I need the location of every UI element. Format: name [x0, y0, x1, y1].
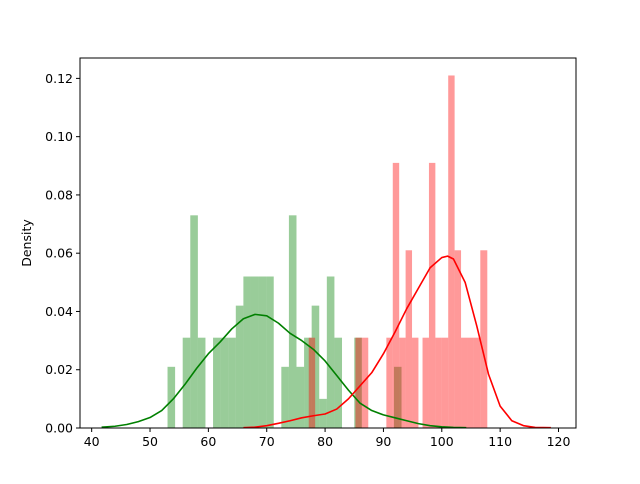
y-tick-label: 0.02 — [45, 362, 73, 377]
histogram-bar-s1-3 — [386, 337, 393, 428]
histogram-bar-s1-9 — [428, 162, 436, 428]
x-tick-label: 90 — [375, 434, 391, 449]
histogram-bar-s0-7 — [235, 305, 244, 428]
x-tick-label: 120 — [547, 434, 571, 449]
histogram-bar-s0-15 — [304, 337, 312, 428]
histogram-bar-s1-5 — [399, 337, 406, 428]
histogram-bars — [167, 75, 488, 428]
histogram-bar-s0-12 — [281, 366, 289, 428]
kde-line-s0 — [101, 313, 467, 429]
histogram-bar-s0-3 — [197, 337, 206, 428]
histogram-bar-s1-8 — [422, 337, 429, 428]
histogram-bar-s0-16 — [311, 305, 320, 428]
y-tick-label: 0.00 — [45, 421, 73, 436]
kde-curves — [101, 255, 551, 429]
x-tick-label: 110 — [488, 434, 512, 449]
histogram-bar-s0-19 — [334, 337, 343, 428]
histogram-bar-s0-17 — [319, 398, 327, 428]
histogram-bar-s1-2 — [361, 337, 369, 428]
x-tick-label: 60 — [200, 434, 216, 449]
x-tick-label: 70 — [259, 434, 275, 449]
histogram-bar-s0-2 — [190, 215, 198, 428]
histogram-bar-s1-10 — [435, 337, 442, 428]
histogram-bar-s1-7 — [412, 337, 419, 428]
histogram-bar-s1-4 — [392, 162, 400, 428]
y-tick-label: 0.06 — [45, 246, 73, 261]
histogram-bar-s1-14 — [461, 337, 468, 428]
y-axis: 0.00 0.02 0.04 0.06 0.08 0.10 0.12 — [45, 71, 80, 436]
kde-line-s1 — [243, 255, 551, 429]
histogram-bar-s1-11 — [441, 337, 449, 428]
x-tick-label: 80 — [317, 434, 333, 449]
y-tick-label: 0.08 — [45, 187, 73, 202]
histogram-bar-s0-0 — [167, 366, 176, 428]
histogram-bar-s0-8 — [243, 276, 251, 428]
histogram-bar-s1-12 — [448, 75, 455, 428]
y-tick-label: 0.10 — [45, 129, 73, 144]
histogram-bar-s0-6 — [228, 337, 236, 428]
histogram-bar-s1-16 — [473, 337, 481, 428]
y-tick-label: 0.12 — [45, 71, 73, 86]
histogram-bar-s1-1 — [355, 337, 362, 428]
y-tick-label: 0.04 — [45, 304, 73, 319]
histogram-bar-s0-5 — [220, 337, 229, 428]
histogram-bar-s1-17 — [480, 250, 488, 428]
x-tick-label: 50 — [142, 434, 158, 449]
histogram-bar-s0-13 — [288, 215, 297, 428]
histogram-bar-s0-9 — [250, 276, 259, 428]
histogram-bar-s0-21 — [393, 366, 402, 428]
x-tick-label: 100 — [430, 434, 454, 449]
histogram-bar-s1-6 — [405, 250, 413, 428]
y-axis-label: Density — [19, 219, 34, 267]
histogram-bar-s0-18 — [326, 276, 335, 428]
histogram-bar-s1-0 — [308, 337, 316, 428]
x-tick-label: 40 — [84, 434, 100, 449]
histogram-bar-s1-15 — [467, 337, 474, 428]
histogram-bar-s0-14 — [296, 366, 305, 428]
histogram-bar-s0-10 — [258, 276, 267, 428]
plot-frame — [79, 57, 577, 429]
histogram-bar-s0-4 — [213, 337, 221, 428]
x-axis: 40 50 60 70 80 90 100 110 120 — [84, 428, 571, 449]
histogram-bar-s0-20 — [354, 337, 362, 428]
histogram-bar-s0-11 — [266, 276, 274, 428]
histogram-bar-s1-13 — [454, 250, 462, 428]
